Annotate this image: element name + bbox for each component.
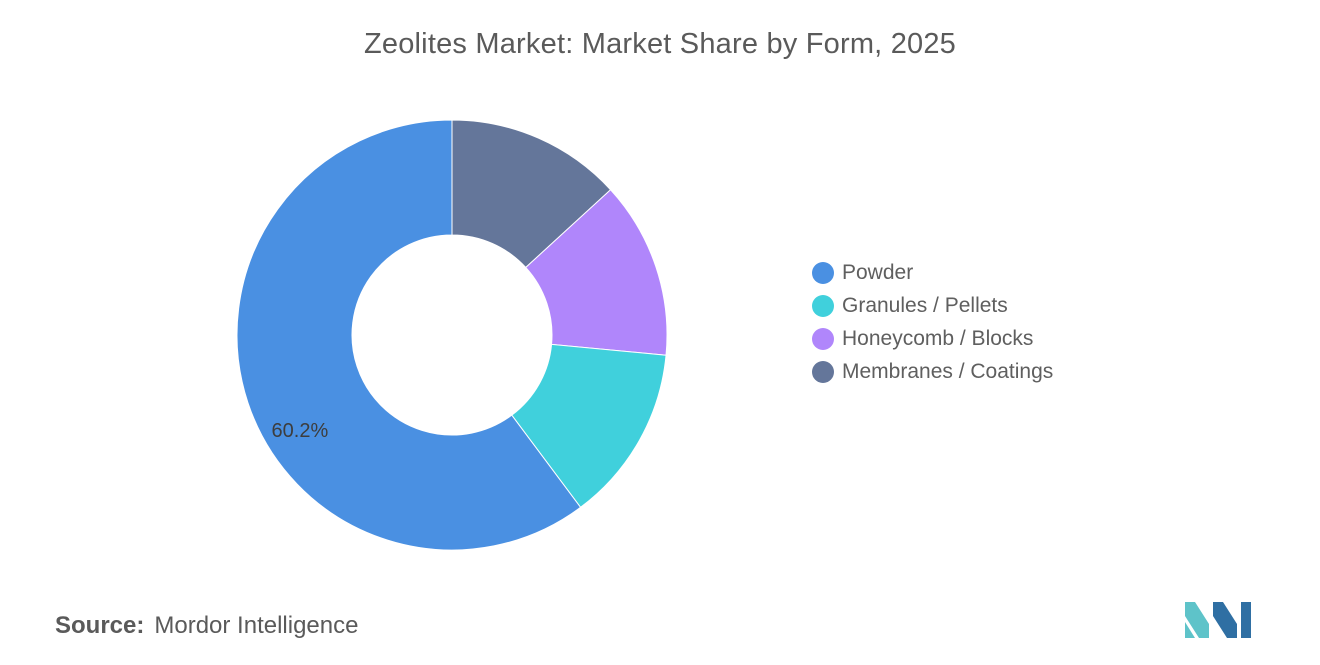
source-value: Mordor Intelligence [154, 612, 359, 639]
source-line: Source: Mordor Intelligence [55, 612, 358, 640]
data-label-powder: 60.2% [272, 420, 329, 442]
legend-item-honeycomb-blocks[interactable]: Honeycomb / Blocks [812, 322, 1053, 355]
donut-slice-membranes-coatings[interactable] [451, 119, 612, 269]
legend-item-powder[interactable]: Powder [812, 256, 1053, 289]
logo-shape-right [1241, 602, 1251, 638]
legend-item-granules-pellets[interactable]: Granules / Pellets [812, 289, 1053, 322]
legend-label-honeycomb-blocks: Honeycomb / Blocks [842, 326, 1034, 350]
legend-swatch-membranes-coatings [812, 360, 834, 383]
source-label: Source: [55, 612, 145, 639]
legend-label-granules-pellets: Granules / Pellets [842, 293, 1008, 317]
chart-legend: Powder Granules / Pellets Honeycomb / Bl… [812, 256, 1053, 388]
logo-shape-mid [1185, 622, 1195, 638]
logo-shape-center [1213, 602, 1237, 638]
legend-swatch-honeycomb-blocks [812, 327, 834, 350]
legend-label-membranes-coatings: Membranes / Coatings [842, 359, 1054, 383]
mordor-intelligence-logo-icon [1185, 602, 1251, 638]
logo-shape-left [1185, 602, 1209, 638]
chart-title: Zeolites Market: Market Share by Form, 2… [363, 28, 957, 60]
legend-swatch-powder [812, 261, 834, 284]
legend-swatch-granules-pellets [812, 294, 834, 317]
legend-item-membranes-coatings[interactable]: Membranes / Coatings [812, 355, 1053, 388]
donut-slice-powder[interactable] [236, 119, 582, 551]
legend-label-powder: Powder [842, 260, 914, 284]
